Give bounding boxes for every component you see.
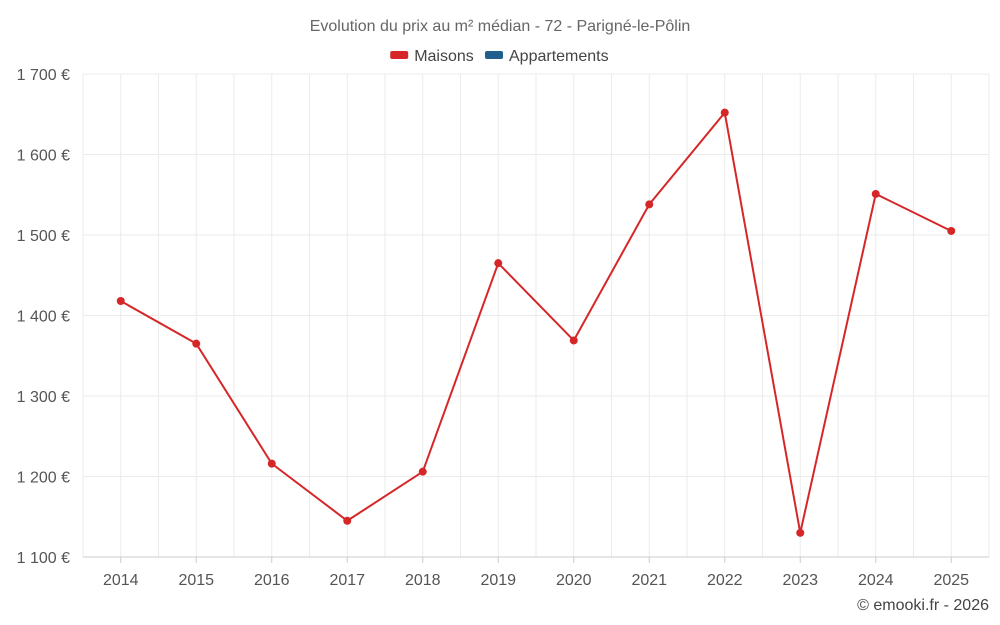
x-tick-label: 2025	[933, 572, 969, 589]
data-point[interactable]	[418, 467, 427, 476]
grid	[82, 73, 990, 558]
data-point[interactable]	[116, 297, 125, 306]
x-axis: 2014 2015 2016 2017 2018 2019 2020 2021 2022 2023…	[83, 556, 989, 589]
data-point[interactable]	[267, 459, 276, 468]
credit-text: © emooki.fr - 2026	[857, 597, 989, 614]
legend-item-maisons[interactable]: Maisons	[390, 48, 474, 65]
x-tick-label: 2018	[405, 572, 441, 589]
y-tick-label: 1 200 €	[17, 470, 70, 487]
y-tick-label: 1 600 €	[17, 148, 70, 165]
x-tick-label: 2022	[707, 572, 743, 589]
y-tick-label: 1 100 €	[17, 550, 70, 567]
data-point[interactable]	[720, 108, 729, 117]
x-tick-label: 2014	[103, 572, 139, 589]
legend-item-appartements[interactable]: Appartements	[485, 48, 609, 65]
y-tick-label: 1 300 €	[17, 389, 70, 406]
x-tick-label: 2019	[480, 572, 516, 589]
x-tick-label: 2020	[556, 572, 592, 589]
y-tick-label: 1 500 €	[17, 228, 70, 245]
data-point[interactable]	[645, 200, 654, 209]
x-tick-label: 2021	[631, 572, 667, 589]
data-point[interactable]	[192, 339, 201, 348]
x-tick-label: 2023	[782, 572, 818, 589]
legend-swatch	[485, 51, 503, 59]
x-tick-label: 2017	[329, 572, 365, 589]
legend-swatch	[390, 51, 409, 59]
series-layer	[116, 108, 956, 537]
data-point[interactable]	[796, 528, 805, 537]
data-point[interactable]	[569, 336, 578, 345]
y-tick-label: 1 700 €	[17, 67, 70, 84]
x-tick-label: 2016	[254, 572, 290, 589]
series-line-maisons	[120, 111, 952, 534]
y-tick-label: 1 400 €	[17, 309, 70, 326]
data-point[interactable]	[343, 516, 352, 525]
chart-title: Evolution du prix au m² médian - 72 - Pa…	[310, 18, 691, 35]
y-axis: 1 100 € 1 200 € 1 300 € 1 400 € 1 500 € 1 600…	[17, 67, 70, 567]
data-point[interactable]	[947, 226, 956, 235]
data-point[interactable]	[871, 189, 880, 198]
x-tick-label: 2024	[858, 572, 894, 589]
legend-label: Maisons	[414, 48, 474, 65]
legend-label: Appartements	[509, 48, 609, 65]
legend: Maisons Appartements	[390, 48, 609, 65]
x-tick-label: 2015	[178, 572, 214, 589]
data-point[interactable]	[494, 259, 503, 268]
